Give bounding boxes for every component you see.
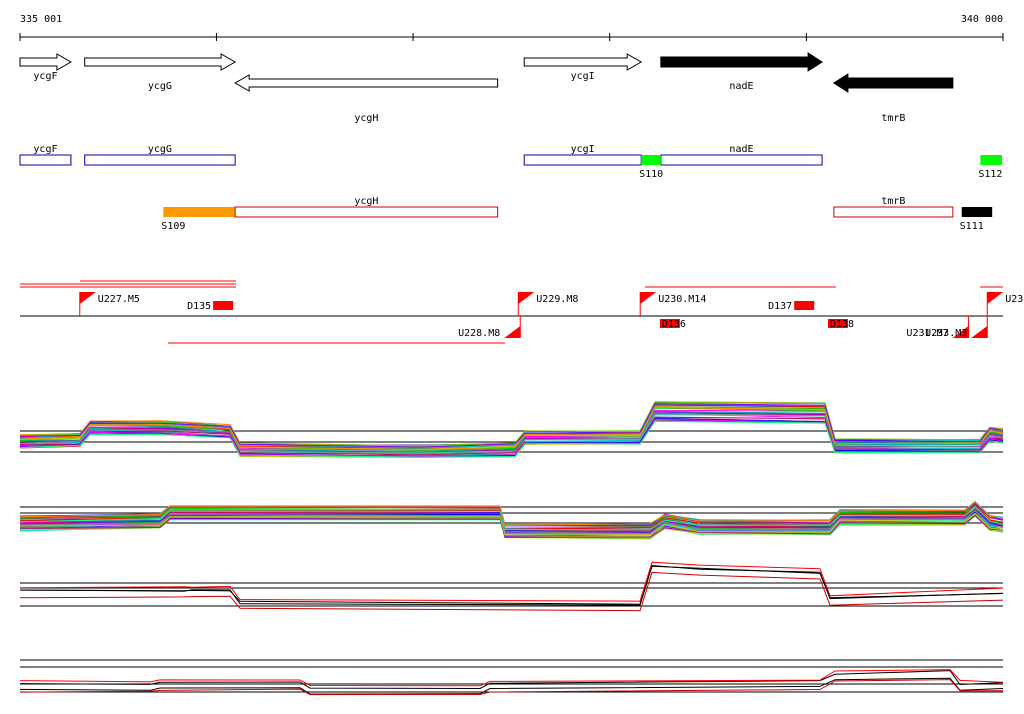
- annotation-label-nadE: nadE: [729, 144, 753, 155]
- upshift-flag[interactable]: [518, 292, 535, 304]
- gene-arrows-track: ycgF ycgG ycgH ycgI nadE tmrB: [19, 52, 954, 124]
- gene-label-ycgF: ycgF: [33, 71, 57, 82]
- profile-line: [19, 509, 1004, 533]
- downshift-label: D136: [662, 319, 686, 330]
- profile-line: [19, 669, 1004, 687]
- profile-line: [19, 406, 1004, 451]
- upshift-label: U230.M14: [658, 294, 706, 305]
- profile-line: [19, 411, 1004, 453]
- profile-panel-3: [19, 561, 1004, 612]
- profile-line: [19, 420, 1004, 458]
- upshift-flag[interactable]: [952, 326, 969, 338]
- profile-panel-4: [19, 659, 1004, 696]
- upshift-label: U228.M8: [458, 328, 500, 339]
- upshift-flag[interactable]: [971, 326, 988, 338]
- gene-label-nadE: nadE: [729, 81, 753, 92]
- profile-line: [19, 564, 1004, 605]
- annotation-label-ycgF: ycgF: [33, 144, 57, 155]
- gene-arrow-nadE[interactable]: [660, 52, 824, 72]
- expression-profiles: [19, 401, 1004, 696]
- profile-panel-2: [19, 500, 1004, 540]
- profile-line: [19, 670, 1004, 690]
- annotation-label-tmrB: tmrB: [881, 196, 905, 207]
- gene-arrow-ycgG[interactable]: [84, 53, 237, 71]
- segment-box-S110[interactable]: [641, 155, 661, 165]
- profile-line: [19, 514, 1004, 538]
- profile-line: [19, 501, 1004, 527]
- downshift-marker[interactable]: [794, 301, 815, 310]
- upshift-flag[interactable]: [504, 326, 521, 338]
- gene-arrow-ycgF[interactable]: [19, 53, 72, 71]
- upshift-label: U227.M5: [98, 294, 140, 305]
- annotation-box-ycgF[interactable]: [19, 154, 72, 166]
- upshift-label: U233.M3: [925, 328, 967, 339]
- annotation-minus-track: S109 ycgH tmrB S111: [161, 196, 993, 232]
- gene-label-tmrB: tmrB: [881, 113, 905, 124]
- downshift-label: D135: [187, 301, 211, 312]
- annotation-box-ycgI[interactable]: [523, 154, 642, 166]
- profile-line: [19, 505, 1004, 531]
- ruler-end-label: 340 000: [961, 14, 1003, 25]
- gene-arrow-ycgH[interactable]: [234, 74, 499, 92]
- downshift-label: D138: [830, 319, 854, 330]
- segment-box-S111[interactable]: [961, 207, 993, 217]
- profile-line: [19, 413, 1004, 455]
- annotation-box-ycgH[interactable]: [234, 206, 499, 218]
- gene-label-ycgG: ycgG: [148, 81, 172, 92]
- profile-line: [19, 512, 1004, 536]
- profile-line: [19, 510, 1004, 535]
- profile-line: [19, 561, 1004, 602]
- ruler-start-label: 335 001: [20, 14, 62, 25]
- coordinate-ruler: 335 001 340 000: [19, 14, 1004, 41]
- segment-box-S109[interactable]: [163, 207, 236, 217]
- gene-label-ycgI: ycgI: [571, 71, 595, 82]
- upshift-flag[interactable]: [640, 292, 657, 304]
- annotation-box-tmrB[interactable]: [833, 206, 954, 218]
- segment-label-S111: S111: [960, 221, 984, 232]
- segment-label-S110: S110: [639, 169, 663, 180]
- profile-line: [19, 416, 1004, 456]
- upshift-flag[interactable]: [987, 292, 1004, 304]
- annotation-label-ycgH: ycgH: [354, 196, 378, 207]
- upshift-label: U231.M7: [906, 328, 948, 339]
- annotation-label-ycgG: ycgG: [148, 144, 172, 155]
- upshift-label: U229.M8: [536, 294, 578, 305]
- gene-arrow-tmrB[interactable]: [832, 73, 954, 93]
- downshift-label: D137: [768, 301, 792, 312]
- gene-arrow-ycgI[interactable]: [523, 53, 643, 71]
- upshift-label: U232: [1005, 294, 1024, 305]
- profile-line: [19, 403, 1004, 448]
- annotation-box-nadE[interactable]: [660, 154, 823, 166]
- annotation-box-ycgG[interactable]: [84, 154, 236, 166]
- profile-line: [19, 565, 1004, 606]
- gene-label-ycgH: ycgH: [354, 113, 378, 124]
- downshift-marker[interactable]: [827, 319, 848, 328]
- downshift-marker[interactable]: [213, 301, 234, 310]
- profile-line: [19, 677, 1004, 695]
- segment-label-S109: S109: [161, 221, 185, 232]
- annotation-plus-track: ycgF ycgG ycgI nadE S110 S112: [19, 144, 1003, 180]
- downshift-marker[interactable]: [659, 319, 680, 328]
- segment-label-S112: S112: [978, 169, 1002, 180]
- segment-box-S112[interactable]: [980, 155, 1003, 165]
- profile-panel-1: [19, 401, 1004, 459]
- profile-line: [19, 401, 1004, 447]
- annotation-label-ycgI: ycgI: [571, 144, 595, 155]
- profile-line: [19, 571, 1004, 612]
- shift-track: U227.M5 U228.M8 U229.M8 U230.M14 U231.M7U233…: [20, 280, 1024, 344]
- upshift-flag[interactable]: [79, 292, 96, 304]
- profile-line: [19, 679, 1004, 696]
